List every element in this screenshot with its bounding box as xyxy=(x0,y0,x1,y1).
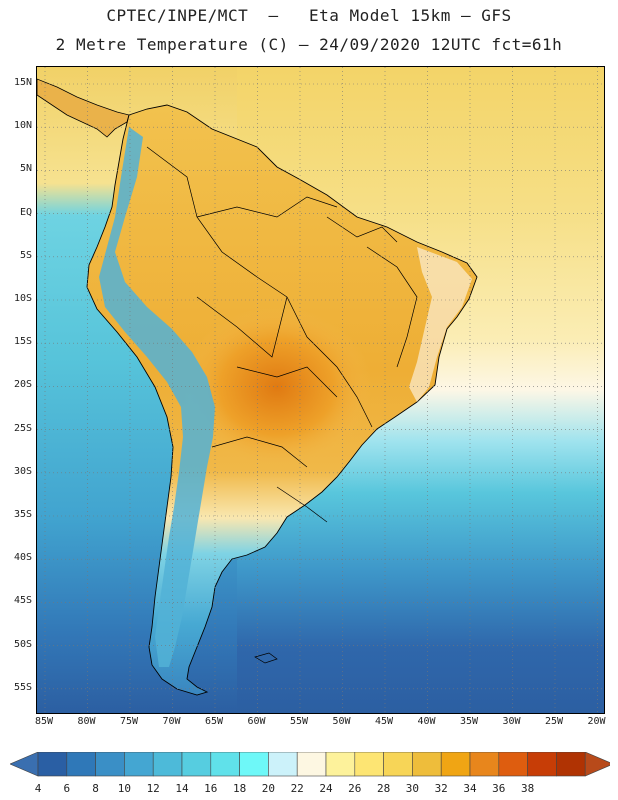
longitude-label: 55W xyxy=(289,716,309,727)
latitude-label: 30S xyxy=(13,465,32,477)
latitude-label: 25S xyxy=(13,422,32,434)
hot-region xyxy=(182,307,372,467)
longitude-label: 70W xyxy=(162,716,181,727)
legend-level-label: 32 xyxy=(434,782,448,795)
legend-color-swatch xyxy=(95,752,125,777)
legend-color-swatch xyxy=(469,752,500,777)
legend-level-label: 30 xyxy=(405,782,420,795)
longitude-label: 30W xyxy=(502,716,521,727)
legend-color-swatch xyxy=(383,752,413,777)
legend-level-label: 18 xyxy=(232,782,247,795)
legend-level-label: 8 xyxy=(92,782,99,795)
legend-color-swatch xyxy=(296,752,327,777)
temperature-map xyxy=(37,67,604,713)
legend-level-label: 12 xyxy=(146,782,160,795)
legend-above-arrow xyxy=(584,752,610,777)
latitude-label: 15N xyxy=(13,77,32,88)
legend-color-swatch xyxy=(527,752,557,777)
latitude-label: 45S xyxy=(13,595,32,607)
legend-level-label: 28 xyxy=(376,782,391,795)
legend-color-swatch xyxy=(66,752,96,777)
legend-color-swatch xyxy=(124,752,154,777)
latitude-label: 20S xyxy=(13,379,32,391)
legend-color-swatch xyxy=(556,752,586,777)
latitude-label: 5S xyxy=(19,249,32,261)
andes-cold-strip xyxy=(99,127,215,667)
legend-color-swatch xyxy=(37,752,68,777)
latitude-label: 10S xyxy=(13,293,32,304)
lat-lon-grid xyxy=(37,67,604,713)
latitude-label: 40S xyxy=(13,552,32,564)
latitude-label: 35S xyxy=(13,509,32,520)
northeast-brazil-cool xyxy=(409,247,472,402)
latitude-label: 55S xyxy=(13,681,32,693)
chart-title-line-2: 2 Metre Temperature (C) – 24/09/2020 12U… xyxy=(55,35,563,54)
legend-level-label: 10 xyxy=(117,782,132,795)
legend-color-swatch xyxy=(440,752,471,777)
longitude-label: 65W xyxy=(204,716,224,727)
legend-color-swatch xyxy=(498,752,528,777)
legend-level-label: 26 xyxy=(348,782,362,795)
chart-title-line-1: CPTEC/INPE/MCT – Eta Model 15km – GFS xyxy=(106,6,512,25)
legend-color-swatch xyxy=(152,752,183,777)
legend-level-label: 6 xyxy=(63,782,71,795)
legend-level-label: 34 xyxy=(463,782,477,795)
legend-level-label: 22 xyxy=(290,782,304,795)
longitude-label: 45W xyxy=(374,716,394,727)
legend-level-label: 4 xyxy=(34,782,42,795)
map-panel xyxy=(36,66,605,714)
legend-color-swatch xyxy=(412,752,442,777)
latitude-label: 10N xyxy=(13,120,32,132)
latitude-label: EQ xyxy=(19,206,32,218)
legend-color-swatch xyxy=(325,752,356,777)
legend-level-label: 20 xyxy=(261,782,276,795)
legend-color-swatch xyxy=(239,752,269,777)
legend-color-swatch xyxy=(210,752,240,777)
longitude-label: 40W xyxy=(417,716,436,727)
longitude-label: 80W xyxy=(77,716,96,727)
longitude-label: 25W xyxy=(544,716,564,727)
color-legend-bar xyxy=(10,752,610,777)
legend-color-swatch xyxy=(181,752,212,777)
country-borders xyxy=(146,146,418,523)
legend-color-swatch xyxy=(268,752,298,777)
legend-below-arrow xyxy=(10,752,39,777)
latitude-label: 50S xyxy=(13,638,32,650)
latitude-label: 5N xyxy=(19,163,32,175)
legend-color-swatch xyxy=(354,752,384,777)
legend-level-label: 14 xyxy=(175,782,189,795)
longitude-label: 50W xyxy=(332,716,351,727)
legend-level-label: 16 xyxy=(204,782,218,795)
falkland-islands xyxy=(254,652,278,664)
longitude-label: 20W xyxy=(587,716,606,727)
legend-level-label: 36 xyxy=(492,782,506,795)
longitude-label: 60W xyxy=(247,716,266,727)
longitude-label: 75W xyxy=(119,716,139,727)
latitude-label: 15S xyxy=(13,336,32,348)
legend-level-label: 38 xyxy=(520,782,535,795)
longitude-label: 35W xyxy=(459,716,479,727)
longitude-label: 85W xyxy=(34,716,54,727)
legend-level-label: 24 xyxy=(319,782,333,795)
